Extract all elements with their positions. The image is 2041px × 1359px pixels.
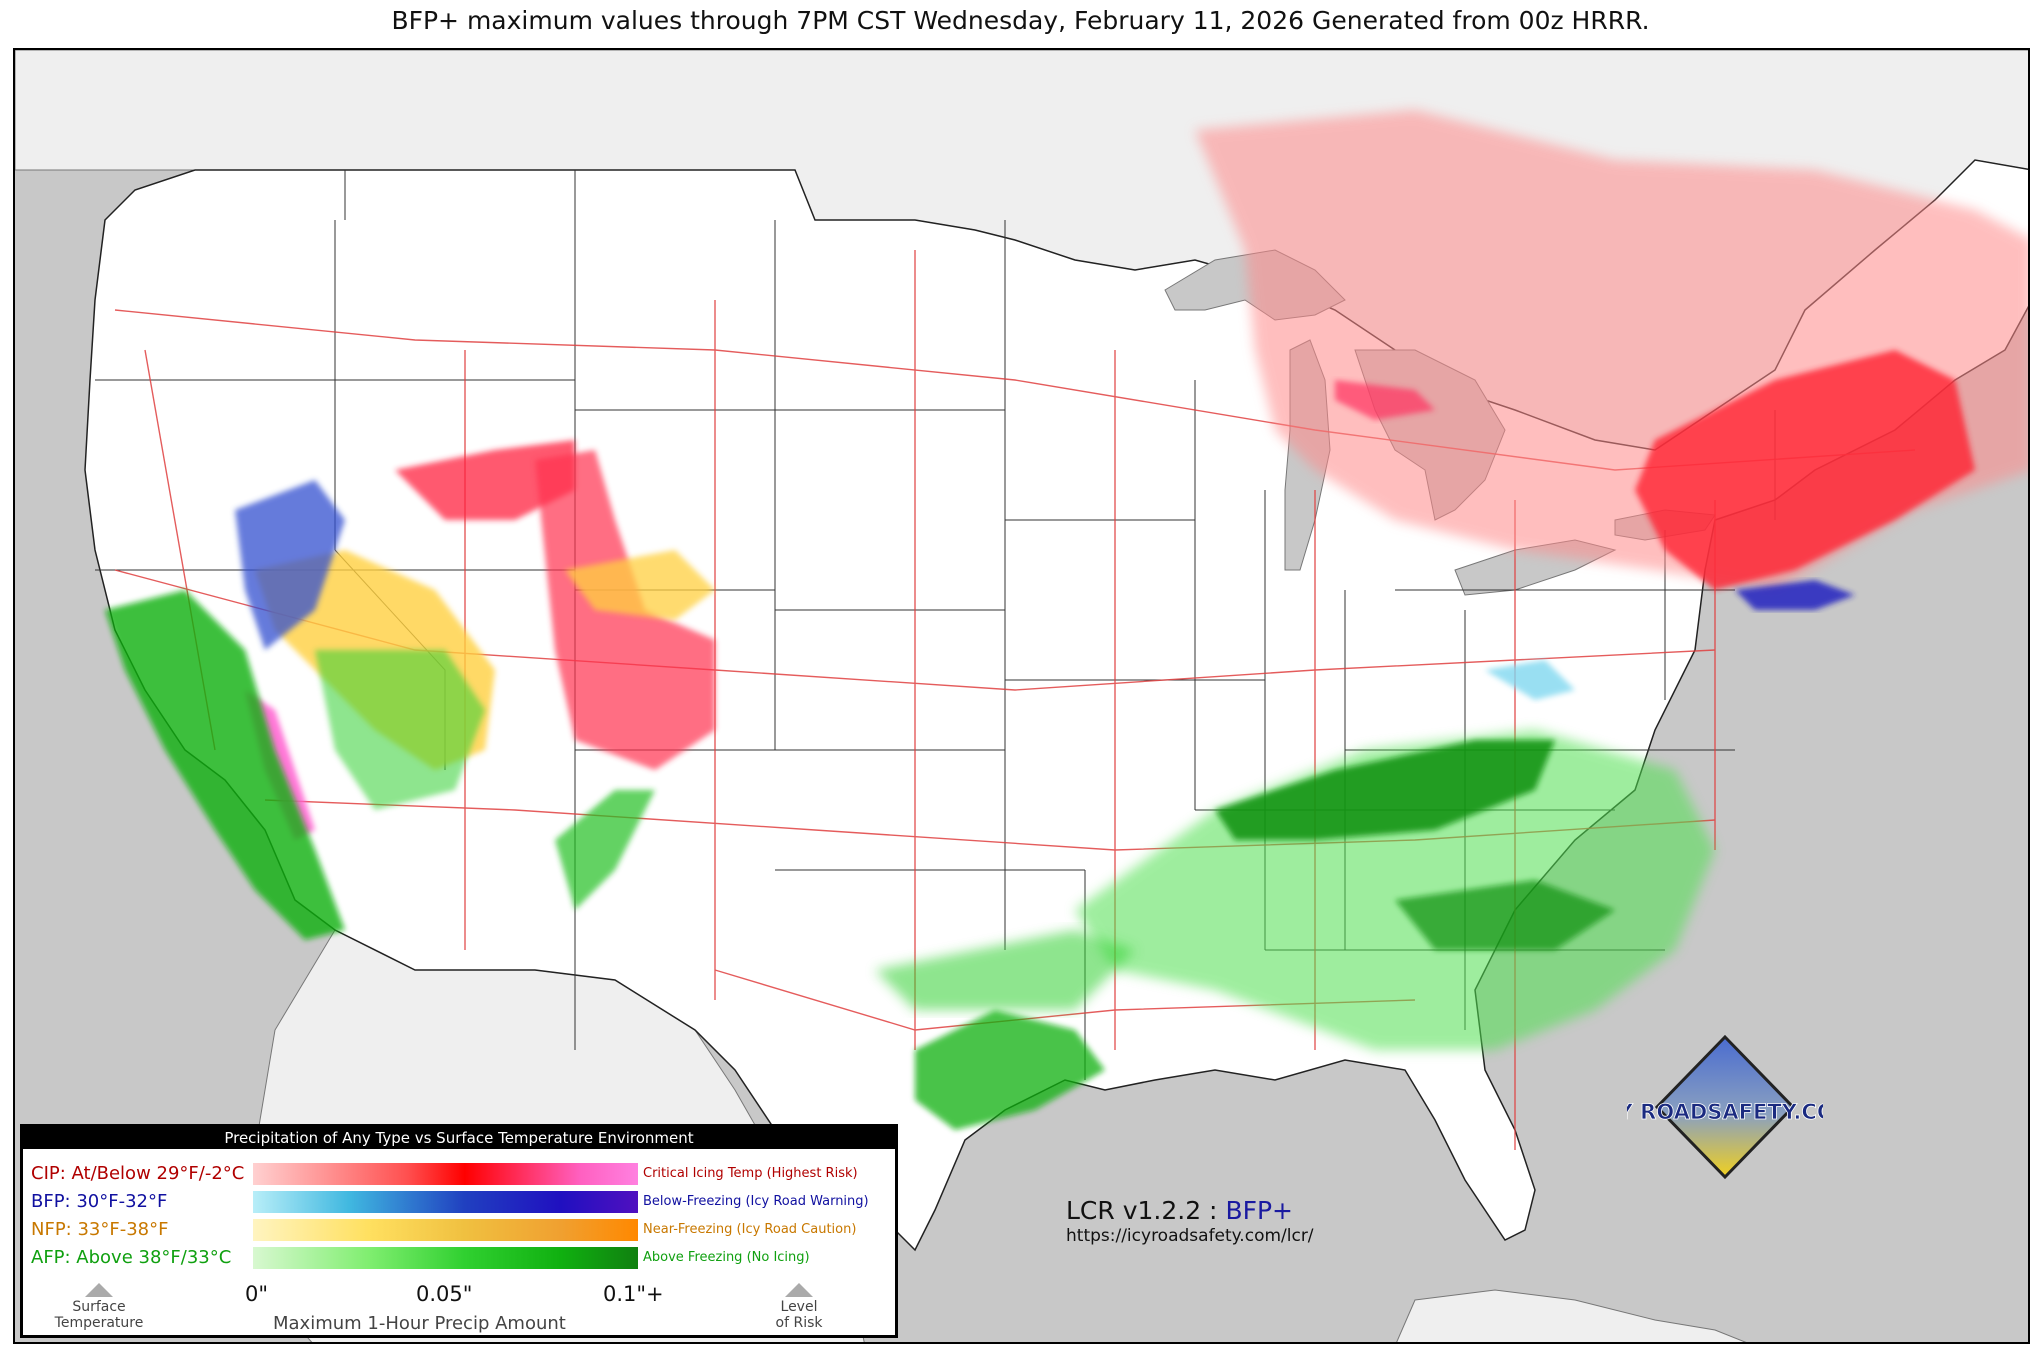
- legend-row-cip: CIP: At/Below 29°F/-2°C Critical Icing T…: [23, 1161, 895, 1187]
- tick-zero: 0": [245, 1282, 269, 1306]
- afp-arklatex: [875, 930, 1135, 1010]
- afp-tennessee: [1215, 740, 1555, 840]
- up-arrow-icon: [785, 1283, 813, 1297]
- legend-row-desc: Above Freezing (No Icing): [643, 1250, 810, 1265]
- cip-rockies: [395, 440, 575, 520]
- product-name: BFP+: [1225, 1196, 1293, 1225]
- bfp-color-bar: [253, 1191, 638, 1213]
- arrow-label-line1: Surface: [72, 1299, 126, 1315]
- afp-great-basin: [315, 650, 485, 810]
- cip-color-bar: [253, 1163, 638, 1185]
- cuba-land: [1396, 1289, 1747, 1342]
- icy-road-safety-logo[interactable]: ICY ROADSAFETY.COM: [1627, 1035, 1823, 1182]
- afp-newmexico: [555, 790, 655, 910]
- afp-texas: [915, 1010, 1105, 1130]
- legend-row-nfp: NFP: 33°F-38°F Near-Freezing (Icy Road C…: [23, 1217, 895, 1243]
- arrow-label-line1: Level: [780, 1299, 818, 1315]
- level-of-risk-arrow: Level of Risk: [749, 1283, 849, 1331]
- legend-row-desc: Below-Freezing (Icy Road Warning): [643, 1194, 869, 1209]
- arrow-label-line2: Temperature: [54, 1315, 144, 1331]
- cip-newengland: [1635, 350, 1975, 590]
- surface-temperature-arrow: Surface Temperature: [49, 1283, 149, 1331]
- version-prefix: LCR v1.2.2 :: [1066, 1196, 1218, 1225]
- lcr-url-link[interactable]: https://icyroadsafety.com/lcr/: [1066, 1226, 1314, 1246]
- logo-text: ICY ROADSAFETY.COM: [1627, 1100, 1823, 1124]
- afp-california: [105, 590, 345, 940]
- afp-carolinas: [1395, 880, 1615, 950]
- legend-row-label: AFP: Above 38°F/33°C: [31, 1247, 232, 1268]
- logo-diamond-icon: ICY ROADSAFETY.COM: [1627, 1035, 1823, 1180]
- map-title: BFP+ maximum values through 7PM CST Wedn…: [391, 6, 1650, 35]
- precip-overlay: [105, 110, 2028, 1130]
- bfp-ohio: [1485, 660, 1575, 700]
- legend-row-desc: Critical Icing Temp (Highest Risk): [643, 1166, 858, 1181]
- legend-row-bfp: BFP: 30°F-32°F Below-Freezing (Icy Road …: [23, 1189, 895, 1215]
- version-label: LCR v1.2.2 : BFP+: [1066, 1196, 1293, 1225]
- legend-header: Precipitation of Any Type vs Surface Tem…: [23, 1127, 895, 1149]
- legend-axis-label: Maximum 1-Hour Precip Amount: [273, 1313, 566, 1334]
- legend-row-label: BFP: 30°F-32°F: [31, 1191, 168, 1212]
- legend-row-desc: Near-Freezing (Icy Road Caution): [643, 1222, 857, 1237]
- arrow-label-line2: of Risk: [775, 1315, 823, 1331]
- up-arrow-icon: [85, 1283, 113, 1297]
- legend-row-label: CIP: At/Below 29°F/-2°C: [31, 1163, 245, 1184]
- bfp-coast: [1735, 580, 1855, 610]
- legend-row-afp: AFP: Above 38°F/33°C Above Freezing (No …: [23, 1245, 895, 1271]
- nfp-wyoming: [565, 550, 715, 620]
- tick-max: 0.1"+: [603, 1282, 664, 1306]
- legend-row-label: NFP: 33°F-38°F: [31, 1219, 169, 1240]
- precip-legend: Precipitation of Any Type vs Surface Tem…: [20, 1124, 898, 1338]
- afp-color-bar: [253, 1247, 638, 1269]
- bfp-idaho: [235, 480, 345, 650]
- tick-mid: 0.05": [416, 1282, 473, 1306]
- cip-michigan: [1335, 380, 1435, 420]
- nfp-color-bar: [253, 1219, 638, 1241]
